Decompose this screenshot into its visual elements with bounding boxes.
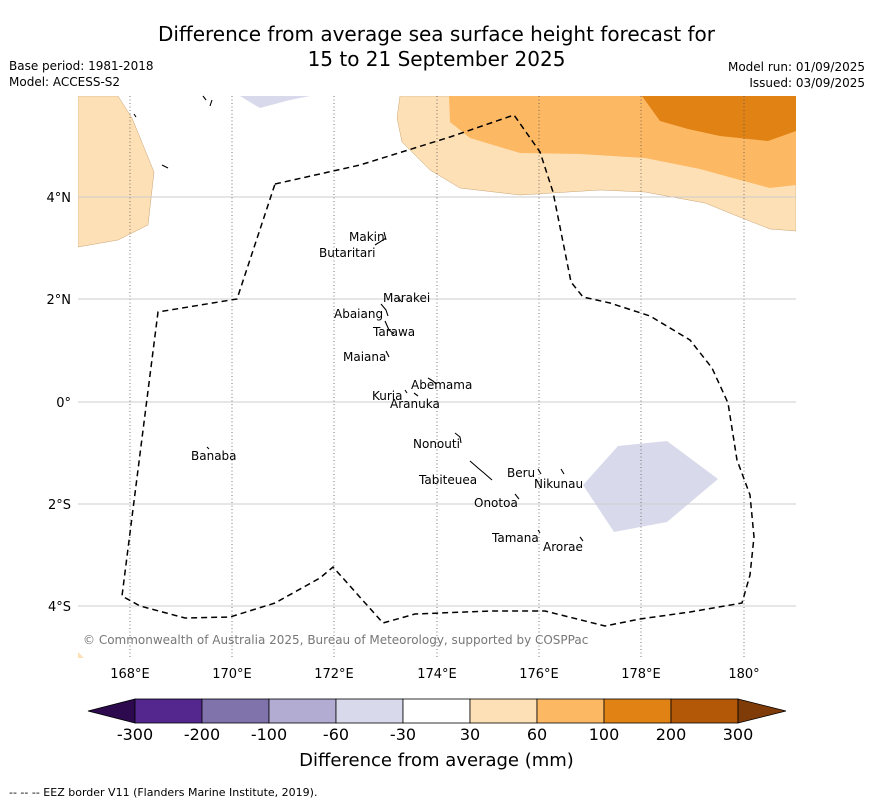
colorbar-label: 100 <box>589 725 620 744</box>
island-label: Aranuka <box>390 397 440 411</box>
chart-title: Difference from average sea surface heig… <box>0 22 873 72</box>
island-nikunau <box>560 468 565 475</box>
island-nonouti <box>454 432 462 444</box>
colorbar-swatch <box>134 698 203 724</box>
colorbar-label: 60 <box>527 725 547 744</box>
colorbar-label: -200 <box>184 725 220 744</box>
island-banaba <box>206 446 210 450</box>
eez-footnote: -- -- -- EEZ border V11 (Flanders Marine… <box>9 786 318 799</box>
colorbar-swatch <box>469 698 538 724</box>
island-coast-nw-2 <box>209 99 213 107</box>
lat-tick-label: 4°N <box>47 191 72 206</box>
island-label: Tamana <box>491 531 539 545</box>
colorbar-swatch <box>402 698 471 724</box>
colorbar-label: -300 <box>117 725 153 744</box>
anomaly-band-neg30-north <box>240 96 310 108</box>
meta-right: Model run: 01/09/2025 Issued: 03/09/2025 <box>728 59 865 91</box>
colorbar-label: 30 <box>460 725 480 744</box>
longitude-gridlines <box>129 96 745 658</box>
island-abemama <box>427 377 437 385</box>
lat-tick-label: 4°S <box>48 600 71 615</box>
island-label: Beru <box>507 466 535 480</box>
island-coast-nw-4 <box>161 164 169 169</box>
colorbar-label: 300 <box>723 725 754 744</box>
title-line-1: Difference from average sea surface heig… <box>157 22 716 46</box>
island-label: Nikunau <box>534 477 583 491</box>
issued-date: Issued: 03/09/2025 <box>749 76 865 90</box>
latitude-gridlines <box>78 196 796 607</box>
island-abaiang <box>380 303 389 317</box>
lat-tick-label: 2°S <box>48 498 71 513</box>
colorbar-swatch <box>87 698 136 724</box>
colorbar-swatch <box>268 698 337 724</box>
anomaly-band-100-200 <box>642 96 796 141</box>
island-tarawa <box>384 320 395 335</box>
island-coast-nw-1 <box>202 95 207 101</box>
lon-tick-label: 168°E <box>110 667 150 682</box>
colorbar-label: -30 <box>390 725 416 744</box>
island-label: Kuria <box>372 389 403 403</box>
island-label: Banaba <box>191 449 237 463</box>
island-label: Arorae <box>543 540 583 554</box>
colorbar-swatch <box>737 698 787 724</box>
island-marakei <box>397 297 403 303</box>
colorbar-label: -100 <box>251 725 287 744</box>
colorbar-swatch <box>201 698 270 724</box>
lon-tick-label: 170°E <box>212 667 252 682</box>
island-label: Makin <box>349 230 385 244</box>
map-area <box>78 96 796 658</box>
model-name: Model: ACCESS-S2 <box>9 75 121 89</box>
island-tamana <box>537 529 541 534</box>
lat-tick-label: 2°N <box>47 293 72 308</box>
colorbar-label: 200 <box>656 725 687 744</box>
lon-tick-label: 172°E <box>314 667 354 682</box>
island-coastlines <box>133 95 584 542</box>
island-label: Tarawa <box>372 325 415 339</box>
island-coast-nw-3 <box>133 113 137 118</box>
lon-tick-label: 174°E <box>417 667 457 682</box>
eez-border <box>121 114 755 627</box>
island-label: Butaritari <box>319 246 376 260</box>
model-run: Model run: 01/09/2025 <box>727 60 865 74</box>
lat-tick-label: 0° <box>56 396 71 411</box>
island-kuria <box>404 389 408 394</box>
island-onotoa <box>514 493 520 500</box>
island-label: Abemama <box>411 378 472 392</box>
island-label: Onotoa <box>474 496 518 510</box>
island-label: Tabiteuea <box>418 473 477 487</box>
lon-tick-label: 176°E <box>519 667 559 682</box>
island-label: Nonouti <box>413 437 460 451</box>
anomaly-band-neg30-east <box>583 441 718 532</box>
copyright-text: © Commonwealth of Australia 2025, Bureau… <box>83 633 588 647</box>
anomaly-band-30-60-corner <box>78 652 84 658</box>
island-maiana <box>385 350 390 358</box>
colorbar-swatch <box>536 698 605 724</box>
title-line-2: 15 to 21 September 2025 <box>307 47 566 71</box>
colorbar-swatch <box>670 698 739 724</box>
island-tabiteuea <box>469 460 493 481</box>
island-arorae <box>579 536 584 542</box>
colorbar-swatch <box>335 698 404 724</box>
island-label: Marakei <box>383 291 430 305</box>
island-butaritari <box>374 237 387 246</box>
colorbar-title: Difference from average (mm) <box>299 750 574 771</box>
colorbar-swatch <box>603 698 672 724</box>
meta-left: Base period: 1981-2018 Model: ACCESS-S2 <box>9 58 154 90</box>
base-period: Base period: 1981-2018 <box>9 59 154 73</box>
island-label: Abaiang <box>334 307 383 321</box>
anomaly-band-30-60-west <box>78 96 155 248</box>
lon-tick-label: 180° <box>728 667 759 682</box>
island-label: Maiana <box>343 350 386 364</box>
island-beru <box>537 468 542 475</box>
colorbar <box>87 698 787 724</box>
colorbar-label: -60 <box>323 725 349 744</box>
lon-tick-label: 178°E <box>621 667 661 682</box>
island-aranuka <box>413 392 419 397</box>
